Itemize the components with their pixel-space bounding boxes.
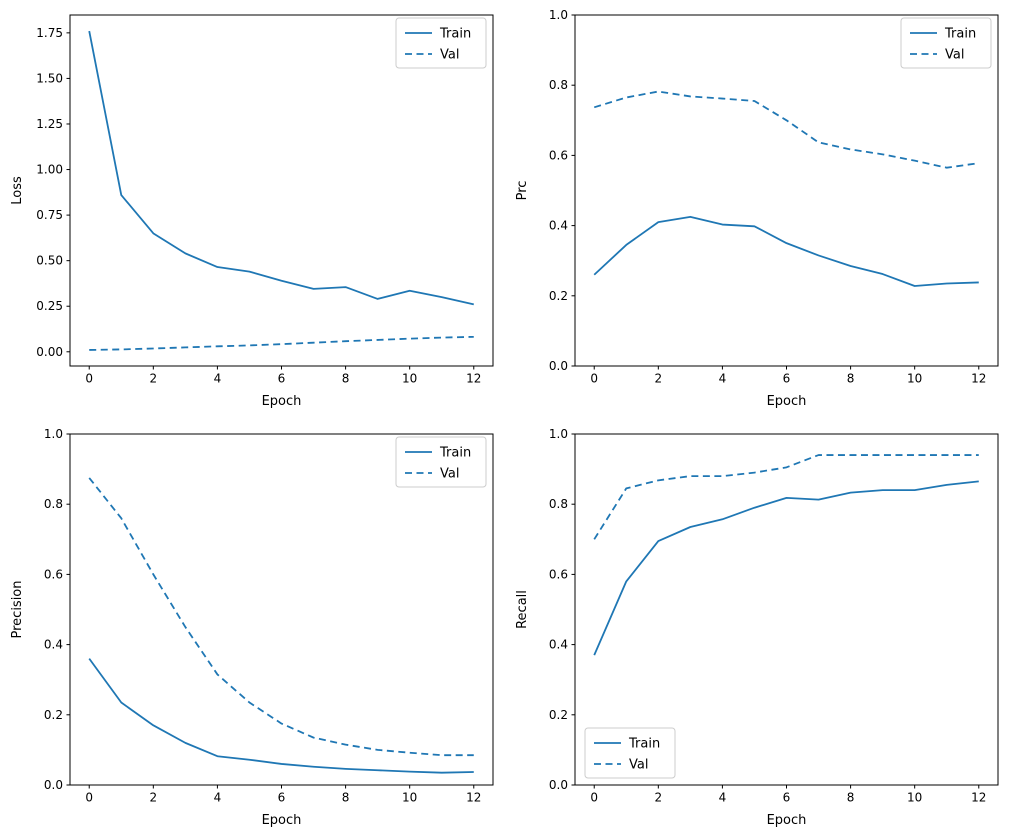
x-tick-label: 10 <box>402 791 417 805</box>
x-tick-label: 4 <box>719 372 727 386</box>
val-line <box>89 335 474 351</box>
train-line <box>593 480 979 656</box>
legend-label-val: Val <box>945 48 964 63</box>
legend-box <box>395 17 487 69</box>
y-tick-label: 0.2 <box>549 708 568 722</box>
x-tick-label: 6 <box>783 372 791 386</box>
x-tick-label: 8 <box>847 791 855 805</box>
y-tick-label: 1.0 <box>44 427 63 441</box>
axes-spines <box>574 433 999 786</box>
y-tick-label: 0.0 <box>549 778 568 792</box>
y-tick-label: 0.2 <box>549 289 568 303</box>
legend-box <box>584 727 676 779</box>
y-tick-label: 0.0 <box>549 359 568 373</box>
y-tick-label: 0.50 <box>36 254 63 268</box>
legend-label-train: Train <box>439 446 471 461</box>
val-line <box>88 477 474 757</box>
legend: Train Val <box>584 727 676 779</box>
legend-label-train: Train <box>944 27 976 42</box>
y-tick-label: 1.75 <box>36 26 63 40</box>
train-line <box>88 30 474 306</box>
chart-canvas: 0 2 4 6 8 10 12 0.0 0.2 0.4 0.6 0.8 1.0 Epoch Prc Train… <box>515 8 999 409</box>
x-tick-label: 2 <box>149 372 157 386</box>
val-line <box>593 90 979 169</box>
subplot-loss: 0 2 4 6 8 10 12 0.00 0.25 0.50 0.75 1.00 1.25 1.50 1.7… <box>0 0 505 419</box>
legend: Train Val <box>395 436 487 488</box>
y-tick-label: 0.8 <box>549 497 568 511</box>
chart-canvas: 0 2 4 6 8 10 12 0.0 0.2 0.4 0.6 0.8 1.0 Epoch Recall Tr… <box>515 427 999 828</box>
x-tick-label: 12 <box>971 791 986 805</box>
x-tick-label: 6 <box>278 372 286 386</box>
x-tick-label: 12 <box>466 372 481 386</box>
y-tick-label: 0.6 <box>44 567 63 581</box>
legend-label-train: Train <box>439 27 471 42</box>
y-axis-label: Precision <box>10 580 25 638</box>
legend-label-val: Val <box>440 467 459 482</box>
x-tick-label: 2 <box>654 791 662 805</box>
legend: Train Val <box>395 17 487 69</box>
axes-spines <box>69 14 494 367</box>
y-tick-label: 0.00 <box>36 345 63 359</box>
y-tick-label: 1.25 <box>36 117 63 131</box>
x-tick-label: 8 <box>847 372 855 386</box>
y-tick-label: 1.0 <box>549 427 568 441</box>
y-tick-label: 0.4 <box>549 219 568 233</box>
chart-canvas: 0 2 4 6 8 10 12 0.0 0.2 0.4 0.6 0.8 1.0 Epoch Precisio… <box>10 427 494 828</box>
x-tick-label: 2 <box>654 372 662 386</box>
legend-label-train: Train <box>628 737 660 752</box>
subplot-prc: 0 2 4 6 8 10 12 0.0 0.2 0.4 0.6 0.8 1.0 Epoch Prc Train… <box>505 0 1010 419</box>
legend-box <box>395 436 487 488</box>
y-tick-label: 0.6 <box>549 567 568 581</box>
y-tick-label: 1.00 <box>36 163 63 177</box>
y-tick-label: 0.25 <box>36 299 63 313</box>
x-axis-label: Epoch <box>262 394 302 409</box>
subplot-recall: 0 2 4 6 8 10 12 0.0 0.2 0.4 0.6 0.8 1.0 Epoch Recall Tr… <box>505 419 1010 838</box>
x-tick-label: 6 <box>278 791 286 805</box>
legend-box <box>900 17 992 69</box>
y-tick-label: 0.4 <box>44 638 63 652</box>
x-tick-label: 10 <box>402 372 417 386</box>
x-tick-label: 0 <box>85 372 93 386</box>
x-tick-label: 12 <box>466 791 481 805</box>
subplot-precision: 0 2 4 6 8 10 12 0.0 0.2 0.4 0.6 0.8 1.0 Epoch Precisio… <box>0 419 505 838</box>
y-tick-label: 0.75 <box>36 208 63 222</box>
y-tick-label: 0.6 <box>549 148 568 162</box>
x-tick-label: 10 <box>907 791 922 805</box>
x-axis-label: Epoch <box>767 394 807 409</box>
x-tick-label: 4 <box>214 372 222 386</box>
x-axis-label: Epoch <box>767 813 807 828</box>
y-tick-label: 0.8 <box>44 497 63 511</box>
val-line <box>593 454 979 540</box>
y-tick-label: 1.50 <box>36 71 63 85</box>
x-tick-label: 8 <box>342 372 350 386</box>
y-tick-label: 0.4 <box>549 638 568 652</box>
chart-canvas: 0 2 4 6 8 10 12 0.00 0.25 0.50 0.75 1.00 1.25 1.50 1.7… <box>10 14 494 409</box>
train-line <box>88 658 474 774</box>
legend-label-val: Val <box>629 758 648 773</box>
y-axis-label: Prc <box>515 181 530 201</box>
x-tick-label: 0 <box>85 791 93 805</box>
legend: Train Val <box>900 17 992 69</box>
x-tick-label: 0 <box>590 372 598 386</box>
x-tick-label: 8 <box>342 791 350 805</box>
x-tick-label: 6 <box>783 791 791 805</box>
x-tick-label: 10 <box>907 372 922 386</box>
y-tick-label: 0.8 <box>549 78 568 92</box>
y-tick-label: 0.2 <box>44 708 63 722</box>
x-tick-label: 4 <box>719 791 727 805</box>
train-line <box>593 215 979 287</box>
axes-spines <box>574 14 999 367</box>
y-axis-label: Loss <box>10 176 25 205</box>
x-tick-label: 4 <box>214 791 222 805</box>
legend-label-val: Val <box>440 48 459 63</box>
y-tick-label: 1.0 <box>549 8 568 22</box>
x-axis-label: Epoch <box>262 813 302 828</box>
y-tick-label: 0.0 <box>44 778 63 792</box>
x-tick-label: 2 <box>149 791 157 805</box>
axes-spines <box>69 433 494 786</box>
y-axis-label: Recall <box>515 590 530 629</box>
x-tick-label: 0 <box>590 791 598 805</box>
x-tick-label: 12 <box>971 372 986 386</box>
